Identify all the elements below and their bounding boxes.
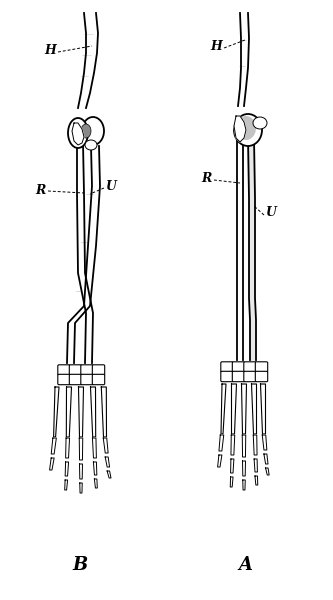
Polygon shape <box>219 435 224 451</box>
FancyBboxPatch shape <box>255 371 268 382</box>
Polygon shape <box>72 123 84 145</box>
Polygon shape <box>79 438 83 460</box>
FancyBboxPatch shape <box>232 371 245 382</box>
Text: A: A <box>238 556 252 574</box>
Polygon shape <box>80 464 83 479</box>
Ellipse shape <box>85 140 97 150</box>
FancyBboxPatch shape <box>81 365 93 375</box>
Polygon shape <box>253 435 257 455</box>
Polygon shape <box>251 384 256 434</box>
Text: U: U <box>266 206 277 220</box>
Text: H: H <box>44 43 56 56</box>
Polygon shape <box>79 387 84 437</box>
Polygon shape <box>254 459 257 472</box>
FancyBboxPatch shape <box>221 371 233 382</box>
Ellipse shape <box>82 117 104 145</box>
Polygon shape <box>265 468 269 475</box>
Ellipse shape <box>236 116 256 140</box>
FancyBboxPatch shape <box>221 362 233 372</box>
Polygon shape <box>262 435 267 450</box>
FancyBboxPatch shape <box>58 365 70 375</box>
Polygon shape <box>78 13 98 108</box>
Ellipse shape <box>81 124 91 138</box>
Polygon shape <box>248 138 256 360</box>
Polygon shape <box>264 454 268 464</box>
FancyBboxPatch shape <box>244 362 256 372</box>
Polygon shape <box>66 387 72 437</box>
Polygon shape <box>101 387 107 437</box>
Polygon shape <box>230 459 234 473</box>
FancyBboxPatch shape <box>69 374 82 385</box>
Polygon shape <box>255 476 258 485</box>
Text: R: R <box>36 184 46 196</box>
Polygon shape <box>77 143 93 363</box>
Polygon shape <box>230 477 233 487</box>
Polygon shape <box>103 438 108 453</box>
Polygon shape <box>80 483 82 493</box>
Polygon shape <box>93 438 96 458</box>
FancyBboxPatch shape <box>232 362 245 372</box>
Polygon shape <box>105 457 110 467</box>
FancyBboxPatch shape <box>69 365 82 375</box>
Text: B: B <box>72 556 88 574</box>
Polygon shape <box>234 116 246 142</box>
Polygon shape <box>54 387 59 437</box>
Ellipse shape <box>68 118 88 148</box>
FancyBboxPatch shape <box>81 374 93 385</box>
FancyBboxPatch shape <box>255 362 268 372</box>
Polygon shape <box>67 146 100 363</box>
Polygon shape <box>107 471 111 478</box>
Polygon shape <box>241 384 246 434</box>
Polygon shape <box>94 462 97 475</box>
Ellipse shape <box>253 117 267 129</box>
Polygon shape <box>242 461 245 476</box>
Polygon shape <box>50 458 54 470</box>
Ellipse shape <box>234 114 262 146</box>
FancyBboxPatch shape <box>92 374 105 385</box>
Polygon shape <box>237 138 243 360</box>
Polygon shape <box>65 462 69 476</box>
Polygon shape <box>242 435 246 457</box>
FancyBboxPatch shape <box>244 371 256 382</box>
Polygon shape <box>91 387 96 437</box>
FancyBboxPatch shape <box>58 374 70 385</box>
Polygon shape <box>221 384 226 434</box>
Polygon shape <box>51 438 56 454</box>
Text: H: H <box>210 40 222 52</box>
Text: U: U <box>106 179 117 193</box>
Polygon shape <box>94 479 97 488</box>
Polygon shape <box>231 384 236 434</box>
Text: R: R <box>201 172 212 185</box>
Polygon shape <box>238 13 249 106</box>
FancyBboxPatch shape <box>92 365 105 375</box>
Polygon shape <box>66 438 70 458</box>
Polygon shape <box>243 480 245 490</box>
Polygon shape <box>217 455 222 467</box>
Polygon shape <box>260 384 265 434</box>
Polygon shape <box>231 435 235 455</box>
Polygon shape <box>65 480 68 490</box>
